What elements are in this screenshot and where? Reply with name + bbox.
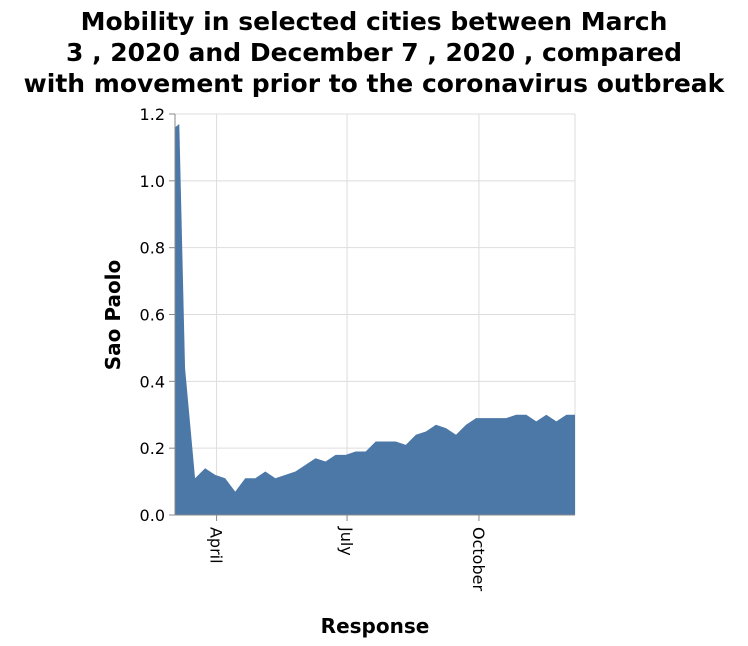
- chart-title-line-1: Mobility in selected cities between Marc…: [80, 7, 668, 36]
- y-tick-label: 0.8: [140, 239, 165, 258]
- y-tick-label: 0.4: [140, 372, 165, 391]
- x-axis-title: Response: [321, 614, 430, 638]
- y-tick-label: 1.2: [140, 105, 165, 124]
- y-tick-label: 1.0: [140, 172, 165, 191]
- y-tick-label: 0.2: [140, 439, 165, 458]
- y-tick-label: 0.0: [140, 506, 165, 525]
- x-tick-label: October: [469, 527, 488, 591]
- grid-layer: [175, 113, 576, 516]
- area-layer: [175, 124, 575, 515]
- area-series: [175, 124, 575, 515]
- y-axis-title: Sao Paolo: [101, 260, 125, 371]
- chart-title: Mobility in selected cities between Marc…: [0, 6, 748, 99]
- x-tick-label: April: [207, 527, 226, 564]
- chart-title-line-3: with movement prior to the coronavirus o…: [23, 69, 725, 98]
- axis-layer: 0.0 0.2 0.4 0.6 0.8 1.0 1.2 April July October: [140, 105, 575, 591]
- x-tick-label: July: [337, 526, 356, 556]
- chart-title-line-2: 3 , 2020 and December 7 , 2020 , compare…: [65, 38, 683, 67]
- y-tick-label: 0.6: [140, 306, 165, 325]
